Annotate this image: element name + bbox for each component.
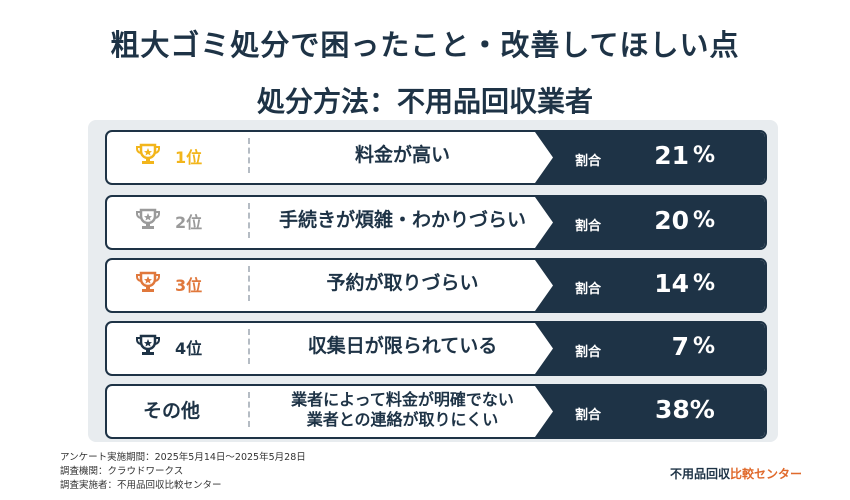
ratio-label: 割合 xyxy=(575,219,602,234)
rank-text: 2位 xyxy=(175,212,203,232)
rank-label: 1位 xyxy=(135,130,245,181)
value-band xyxy=(535,132,765,183)
row-divider xyxy=(248,329,250,364)
percentage-value: 38% xyxy=(645,384,745,435)
ratio-label: 割合 xyxy=(575,154,602,169)
brand-logo: 不用品回収比較センター xyxy=(670,465,802,482)
brand-part1: 不用品回収 xyxy=(670,467,731,481)
rank-row-1: 1位 料金が高い 割合 21% xyxy=(105,130,767,185)
row-card xyxy=(105,321,767,376)
other-label: その他 xyxy=(143,400,201,422)
rank-row-other: その他 業者によって料金が明確でない 業者との連絡が取りにくい 割合 38% xyxy=(105,384,767,439)
reason-text: 料金が高い xyxy=(354,143,450,166)
percentage-value: 14% xyxy=(645,258,745,309)
value-band xyxy=(535,386,765,437)
trophy-icon xyxy=(135,208,161,234)
rank-label: 3位 xyxy=(135,258,245,309)
rank-text: 4位 xyxy=(175,338,203,358)
row-card xyxy=(105,258,767,313)
ratio-label: 割合 xyxy=(575,345,602,360)
row-divider xyxy=(248,203,250,238)
reason-text: 予約が取りづらい xyxy=(326,271,479,294)
trophy-icon xyxy=(135,334,161,360)
brand-part2: 比較センター xyxy=(730,467,803,481)
rank-label: 4位 xyxy=(135,321,245,372)
survey-agency: 調査機関：クラウドワークス xyxy=(60,466,184,477)
value-band xyxy=(535,260,765,311)
percentage-number: 14 xyxy=(654,269,689,298)
row-divider xyxy=(248,138,250,173)
row-card xyxy=(105,195,767,250)
rank-row-3: 3位 予約が取りづらい 割合 14% xyxy=(105,258,767,313)
rank-text: 3位 xyxy=(175,275,203,295)
reason-text: 収集日が限られている xyxy=(307,334,498,357)
ratio-label: 割合 xyxy=(575,282,602,297)
survey-period: アンケート実施期間：2025年5月14日〜2025年5月28日 xyxy=(60,452,306,463)
trophy-icon xyxy=(135,143,161,169)
percentage-unit: % xyxy=(693,143,716,168)
reason-line-2: 業者との連絡が取りにくい xyxy=(306,409,499,429)
rank-row-2: 2位 手続きが煩雑・わかりづらい 割合 20% xyxy=(105,195,767,250)
page-title: 粗大ゴミ処分で困ったこと・改善してほしい点 xyxy=(110,28,740,62)
percentage-value: 7% xyxy=(645,321,745,372)
percentage-unit: % xyxy=(693,334,716,359)
survey-conductor: 調査実施者：不用品回収比較センター xyxy=(60,480,222,491)
subtitle-text: 処分方法：不用品回収業者 xyxy=(256,85,593,123)
percentage-unit: % xyxy=(693,271,716,296)
reason-text: 手続きが煩雑・わかりづらい xyxy=(278,208,526,231)
value-band xyxy=(535,197,765,248)
row-card xyxy=(105,384,767,439)
percentage-value: 21% xyxy=(645,130,745,181)
percentage-number: 20 xyxy=(654,206,689,235)
trophy-icon xyxy=(135,271,161,297)
value-band xyxy=(535,323,765,374)
ratio-label: 割合 xyxy=(575,408,602,423)
row-card xyxy=(105,130,767,185)
survey-footer: アンケート実施期間：2025年5月14日〜2025年5月28日 調査機関：クラウ… xyxy=(60,451,306,493)
rank-text: 1位 xyxy=(175,147,203,167)
reason-line-1: 業者によって料金が明確でない xyxy=(291,389,514,409)
rank-row-4: 4位 収集日が限られている 割合 7% xyxy=(105,321,767,376)
percentage-value: 20% xyxy=(645,195,745,246)
page-subtitle: 処分方法：不用品回収業者 xyxy=(0,80,850,123)
percentage-number: 21 xyxy=(654,141,689,170)
percentage-number: 7 xyxy=(671,332,689,361)
reason-text: 業者によって料金が明確でない 業者との連絡が取りにくい xyxy=(250,384,555,435)
row-divider xyxy=(248,266,250,301)
row-divider xyxy=(248,392,250,427)
percentage-unit: % xyxy=(693,208,716,233)
percentage-text: 38% xyxy=(655,395,715,424)
rank-label: 2位 xyxy=(135,195,245,246)
